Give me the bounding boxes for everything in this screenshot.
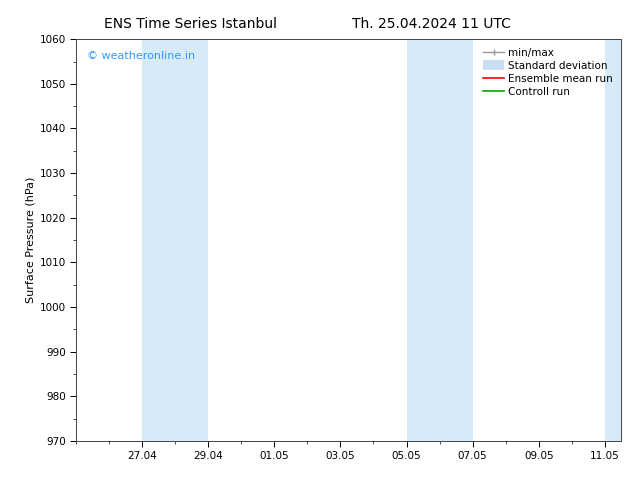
Legend: min/max, Standard deviation, Ensemble mean run, Controll run: min/max, Standard deviation, Ensemble me… <box>480 45 616 100</box>
Text: © weatheronline.in: © weatheronline.in <box>87 51 195 61</box>
Text: Th. 25.04.2024 11 UTC: Th. 25.04.2024 11 UTC <box>352 17 510 31</box>
Bar <box>142 39 208 441</box>
Bar <box>605 39 621 441</box>
Text: ENS Time Series Istanbul: ENS Time Series Istanbul <box>104 17 276 31</box>
Bar <box>406 39 472 441</box>
Y-axis label: Surface Pressure (hPa): Surface Pressure (hPa) <box>25 177 36 303</box>
